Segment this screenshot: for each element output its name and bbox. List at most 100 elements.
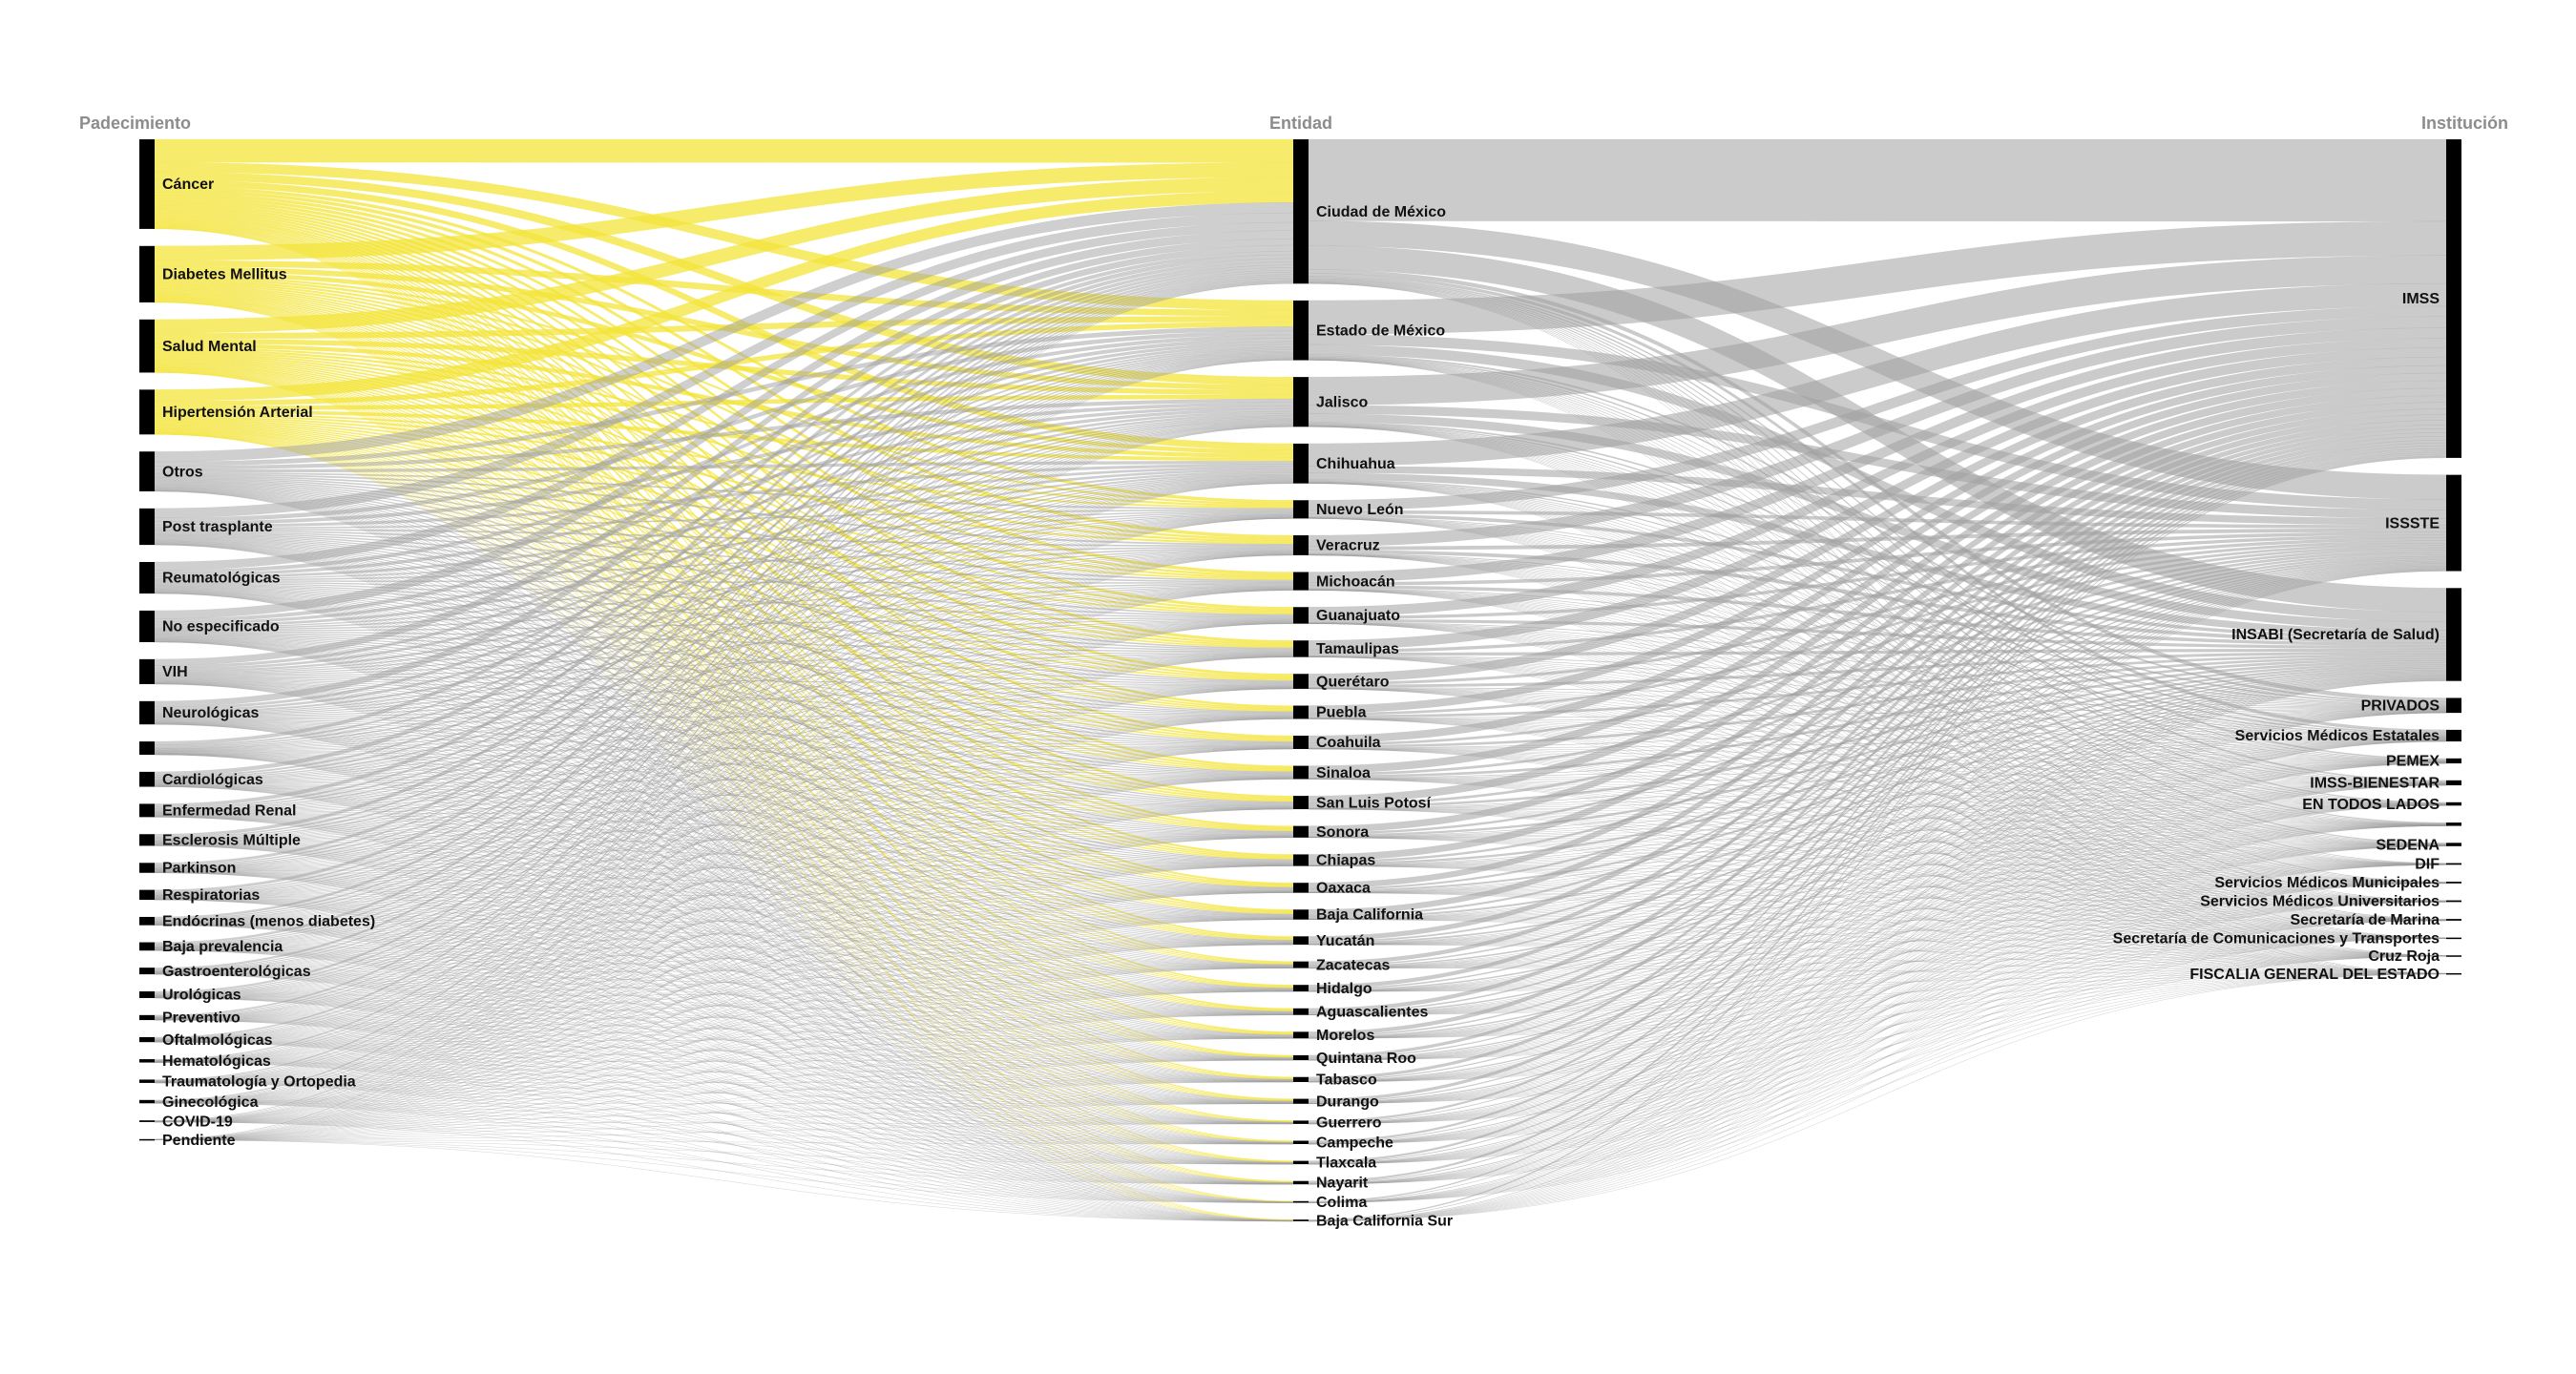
flow	[154, 1139, 1294, 1185]
flow	[154, 1139, 1294, 1203]
node	[1293, 300, 1309, 361]
node-label: Cáncer	[162, 177, 214, 193]
node-label: Sinaloa	[1316, 765, 1371, 781]
node	[1293, 1098, 1309, 1104]
node-label: Secretaría de Marina	[2290, 912, 2440, 928]
node-label: Guanajuato	[1316, 608, 1400, 624]
node	[139, 889, 155, 901]
node	[139, 942, 155, 951]
node	[2446, 697, 2461, 714]
node-label: INSABI (Secretaría de Salud)	[2231, 627, 2440, 643]
node-label: Tabasco	[1316, 1072, 1377, 1089]
flow	[1308, 762, 2447, 1145]
node	[2446, 780, 2461, 786]
node-label: FISCALIA GENERAL DEL ESTADO	[2189, 967, 2440, 983]
node	[1293, 139, 1309, 284]
node-label: IMSS	[2402, 291, 2440, 307]
node-label: Cardiológicas	[162, 772, 263, 788]
node-label: Reumatológicas	[162, 571, 281, 587]
node-label: VIH	[162, 664, 188, 680]
node	[1293, 765, 1309, 780]
node	[2446, 729, 2461, 742]
node-label: Estado de México	[1316, 323, 1445, 339]
node	[2446, 919, 2461, 921]
flow	[1308, 762, 2447, 1222]
node-label: Nuevo León	[1316, 502, 1404, 518]
node-label: Baja prevalencia	[162, 939, 283, 955]
node-label: Baja California Sur	[1316, 1213, 1453, 1229]
column-title: Entidad	[1269, 114, 1332, 133]
flow	[154, 808, 1294, 1140]
node-label: Enfermedad Renal	[162, 803, 296, 820]
node	[1293, 883, 1309, 893]
node	[139, 245, 155, 302]
node-label: Cruz Roja	[2368, 948, 2440, 965]
node	[2446, 863, 2461, 865]
node	[1293, 1160, 1309, 1165]
flow	[154, 688, 1294, 1140]
flow	[154, 623, 1294, 1140]
node	[139, 990, 155, 998]
node-label: Hidalgo	[1316, 981, 1372, 997]
node-label: Nayarit	[1316, 1176, 1369, 1192]
node-label: No especificado	[162, 619, 280, 635]
node-label: Coahuila	[1316, 735, 1381, 751]
node	[2446, 882, 2461, 884]
flow	[1308, 973, 2447, 1165]
node-label: San Luis Potosí	[1316, 795, 1432, 811]
flows	[154, 138, 2447, 1222]
node	[1293, 909, 1309, 920]
node-label: Sonora	[1316, 824, 1369, 841]
node-label: Querétaro	[1316, 674, 1390, 690]
node-label: Ginecológica	[162, 1094, 259, 1111]
node	[1293, 1219, 1309, 1221]
flow	[1308, 973, 2447, 1125]
node-label: Preventivo	[162, 1010, 241, 1027]
node-label: Servicios Médicos Universitarios	[2200, 894, 2440, 910]
node-label: PEMEX	[2386, 754, 2440, 770]
node-label: Urológicas	[162, 988, 241, 1004]
flow	[1308, 784, 2447, 1203]
node	[1293, 1180, 1309, 1185]
node-label: IMSS-BIENESTAR	[2310, 776, 2440, 792]
flow	[1308, 784, 2447, 1222]
flow	[1308, 973, 2447, 1039]
node-label: Quintana Roo	[1316, 1051, 1416, 1067]
node	[2446, 843, 2461, 846]
node	[1293, 796, 1309, 810]
node	[139, 803, 155, 818]
node	[1293, 500, 1309, 519]
node	[1293, 1076, 1309, 1082]
node-label: Respiratorias	[162, 887, 260, 904]
flow	[154, 1081, 1294, 1140]
node	[2446, 139, 2461, 458]
node	[2446, 822, 2461, 826]
node-label: Chihuahua	[1316, 456, 1395, 472]
node-label: Servicios Médicos Municipales	[2214, 875, 2440, 891]
node	[1293, 936, 1309, 946]
node	[1293, 854, 1309, 866]
node-label: Otros	[162, 464, 203, 480]
node	[139, 741, 155, 755]
node-label: Zacatecas	[1316, 957, 1390, 973]
flow	[154, 656, 1294, 1140]
flow	[1308, 955, 2447, 1145]
node-label: PRIVADOS	[2361, 698, 2440, 715]
node-label: Tamaulipas	[1316, 641, 1399, 657]
node	[1293, 572, 1309, 591]
node	[2446, 955, 2461, 957]
node	[139, 1138, 155, 1141]
node	[139, 561, 155, 594]
flow	[154, 865, 1294, 1140]
node	[1293, 736, 1309, 749]
node	[139, 319, 155, 373]
node-label: ISSSTE	[2385, 515, 2440, 531]
flow	[1308, 740, 2447, 1222]
node	[139, 1014, 155, 1021]
node-label: Parkinson	[162, 861, 236, 877]
node	[1293, 1120, 1309, 1124]
node	[139, 658, 155, 684]
node-label: Pendiente	[162, 1133, 236, 1149]
